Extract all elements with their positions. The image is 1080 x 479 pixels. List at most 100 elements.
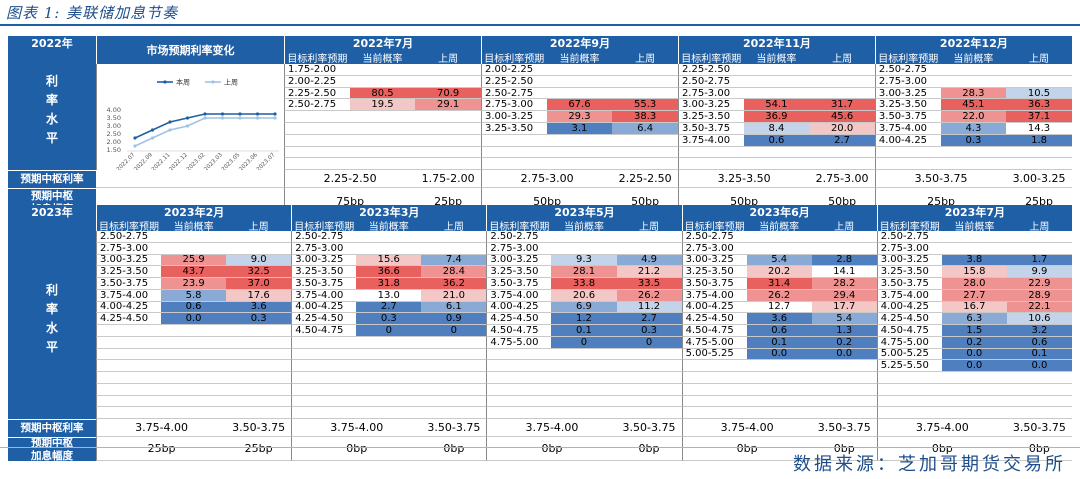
last-week-probability: 37.0 [226,278,292,290]
center-rate-current: 2.25-2.50 [284,170,416,189]
rate-range: 4.00-4.25 [876,301,942,314]
last-week-probability [226,231,292,243]
rate-range: 3.75-4.00 [677,134,744,147]
current-probability: 5.4 [746,254,812,267]
rate-range: 3.00-3.25 [681,254,747,267]
rate-range [486,407,552,419]
rate-range: 2.75-3.00 [677,87,744,100]
current-probability: 12.7 [746,301,812,314]
current-probability [161,384,227,396]
current-probability [349,147,416,159]
y-tick-label: 2.00 [107,138,121,146]
month-header: 2023年3月 [291,205,487,219]
rate-range [876,383,942,396]
current-probability: 31.4 [746,278,812,290]
rate-range: 2.75-3.00 [96,242,162,255]
last-week-probability: 3.6 [226,301,292,314]
last-week-probability: 29.4 [811,289,877,302]
current-probability [941,384,1007,396]
rate-range: 3.75-4.00 [876,289,942,302]
last-week-probability [1006,76,1072,88]
last-week-probability: 36.3 [1006,99,1072,112]
series-point [255,116,260,120]
series-point [168,128,172,132]
rate-range: 5.00-5.25 [876,348,942,361]
rate-range: 2.25-2.50 [677,64,744,76]
last-week-probability: 21.2 [616,266,682,278]
current-probability [551,384,617,396]
current-probability [551,243,617,255]
center-rate-label: 预期中枢利率 [8,419,96,437]
month-header: 2022年11月 [677,36,875,50]
rate-range [96,336,162,349]
current-probability: 2.7 [356,301,422,314]
last-week-probability: 33.5 [616,278,682,290]
rate-range: 2.50-2.75 [284,99,350,112]
rate-range: 3.75-4.00 [874,122,941,135]
current-probability [356,349,422,361]
rate-range: 2.25-2.50 [480,75,547,88]
current-probability: 0 [356,325,422,337]
rate-range [96,395,162,408]
last-week-probability [1006,372,1072,384]
current-probability [161,372,227,384]
last-week-probability: 0 [616,336,682,349]
hike-size-label: 预期中枢 加息幅度 [8,437,96,461]
rate-range [677,146,744,159]
last-week-probability: 0.9 [421,313,487,325]
rate-range: 3.25-3.50 [874,99,941,112]
rate-range: 4.75-5.00 [681,336,747,349]
last-week-probability [226,325,292,337]
current-probability [743,158,810,171]
current-probability: 27.7 [941,289,1007,302]
last-week-probability [226,360,292,372]
current-probability [746,360,812,372]
last-week-probability: 14.3 [1006,122,1072,135]
rate-range: 3.00-3.25 [677,99,744,112]
figure-title: 图表 1: 美联储加息节奏 [6,4,179,22]
col-last-week: 上周 [226,219,292,231]
series-point [168,120,172,124]
rate-range [681,407,747,419]
center-rate-current: 3.75-4.00 [876,419,1007,437]
current-probability [940,76,1007,88]
current-probability [551,349,617,361]
col-last-week: 上周 [1006,50,1072,64]
rate-range [681,360,747,372]
last-week-probability: 5.4 [811,313,877,325]
last-week-probability [809,147,875,159]
hike-size-current: 0bp [681,437,812,461]
last-week-probability [616,407,682,419]
rate-range: 3.25-3.50 [681,266,747,278]
rate-range [486,383,552,396]
last-week-probability: 1.8 [1006,134,1072,147]
current-probability [349,135,416,147]
series-point [238,116,242,120]
last-week-probability [415,64,481,76]
last-week-probability [415,158,481,171]
col-current-prob: 当前概率 [349,50,416,64]
month-header: 2023年2月 [96,205,292,219]
current-probability [349,123,416,135]
series-point [133,136,137,140]
rate-range: 4.50-4.75 [486,325,552,337]
col-last-week: 上周 [616,219,682,231]
last-week-probability: 1.3 [811,325,877,337]
last-week-probability [612,147,678,159]
current-probability [161,231,227,243]
col-target-rate: 目标利率预期 [486,219,552,231]
rate-range [291,336,357,349]
current-probability [546,64,613,76]
rate-range: 4.25-4.50 [291,313,357,325]
last-week-probability: 17.6 [226,289,292,302]
rate-range [876,407,942,419]
current-probability [551,396,617,408]
rate-range: 2.50-2.75 [486,231,552,243]
last-week-probability [809,88,875,100]
last-week-probability [415,76,481,88]
rate-range [874,158,941,171]
last-week-probability: 20.0 [809,122,875,135]
rate-range: 2.50-2.75 [681,231,747,243]
col-target-rate: 目标利率预期 [876,219,942,231]
rate-range [874,146,941,159]
